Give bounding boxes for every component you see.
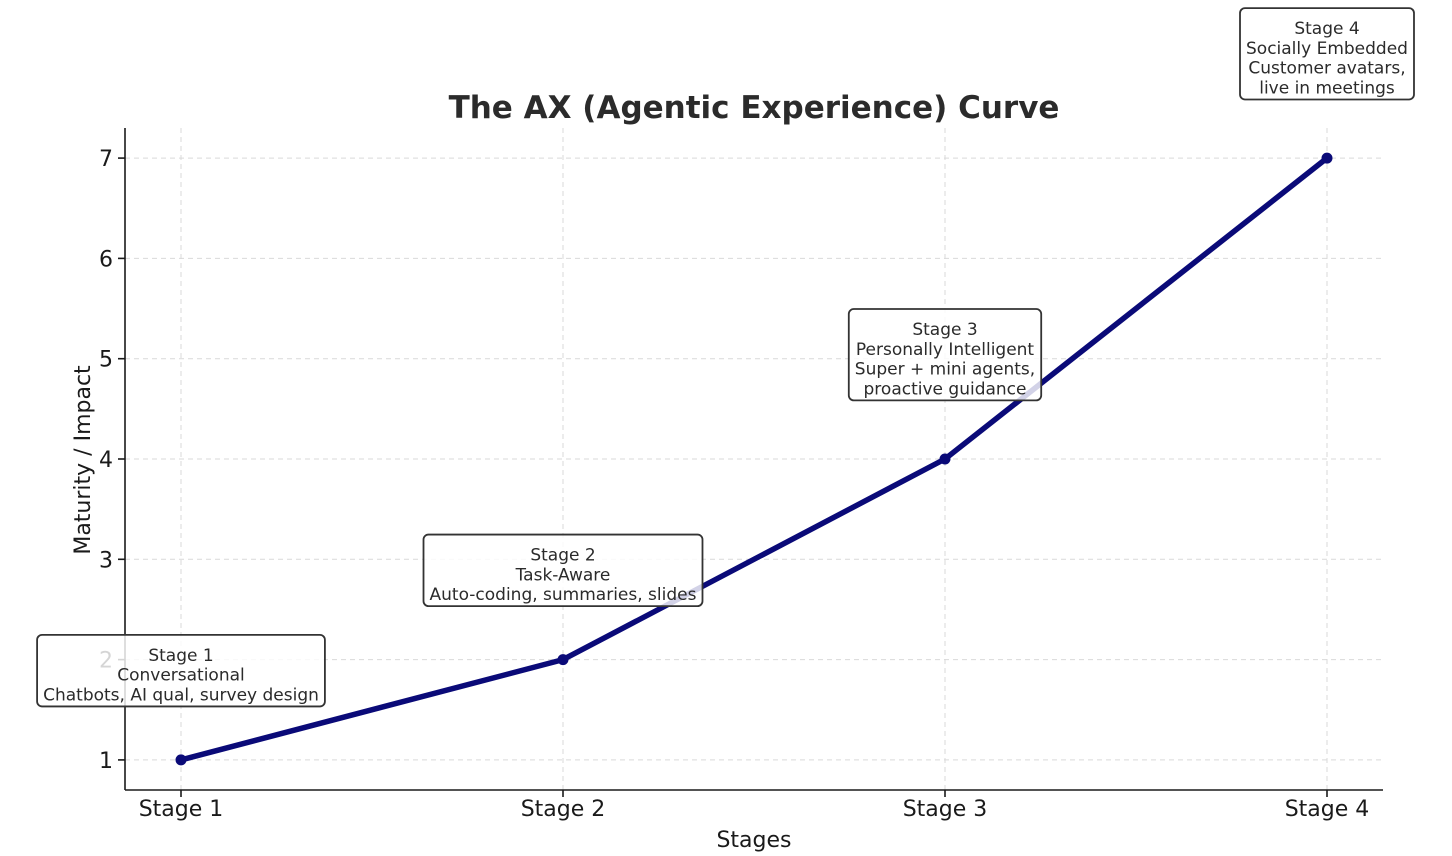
annotation-box <box>1239 7 1415 101</box>
x-tick-label: Stage 4 <box>1285 797 1370 822</box>
x-tick-label: Stage 1 <box>139 797 224 822</box>
y-tick-label: 6 <box>99 247 113 272</box>
x-axis-label: Stages <box>716 828 791 853</box>
series-layer <box>175 152 1333 766</box>
annotation-box <box>36 633 326 708</box>
annotation-box <box>422 533 704 608</box>
annotation-text: Stage 2 <box>530 546 595 566</box>
annotation-text: Super + mini agents, <box>855 360 1035 380</box>
annotation-text: Stage 1 <box>148 646 213 666</box>
annotation-text: Stage 4 <box>1294 19 1359 39</box>
annotation-text: Personally Intelligent <box>856 340 1035 360</box>
annotation-text: Customer avatars, <box>1248 59 1405 79</box>
data-point <box>557 654 569 666</box>
data-point <box>1321 152 1333 164</box>
annotation-text: Conversational <box>117 666 245 686</box>
y-tick-label: 4 <box>99 448 113 473</box>
annotation-box <box>847 308 1043 402</box>
annotation-text: Stage 3 <box>912 320 977 340</box>
annotation-text: Socially Embedded <box>1246 39 1408 59</box>
y-tick-label: 1 <box>99 749 113 774</box>
data-point <box>939 453 951 465</box>
series-line <box>178 155 1330 763</box>
annotation-text: proactive guidance <box>864 379 1027 399</box>
annotation-text: Chatbots, AI qual, survey design <box>43 685 319 705</box>
y-axis-label: Maturity / Impact <box>71 365 96 555</box>
data-point <box>175 754 187 766</box>
y-tick-label: 3 <box>99 548 113 573</box>
x-tick-label: Stage 2 <box>521 797 606 822</box>
y-tick-label: 5 <box>99 348 113 373</box>
y-tick-label: 7 <box>99 147 113 172</box>
x-tick-label: Stage 3 <box>903 797 988 822</box>
chart-title: The AX (Agentic Experience) Curve <box>449 90 1060 126</box>
annotation-text: Auto-coding, summaries, slides <box>430 585 697 605</box>
annotation-text: Task-Aware <box>515 565 611 585</box>
annotation-text: live in meetings <box>1259 78 1395 98</box>
